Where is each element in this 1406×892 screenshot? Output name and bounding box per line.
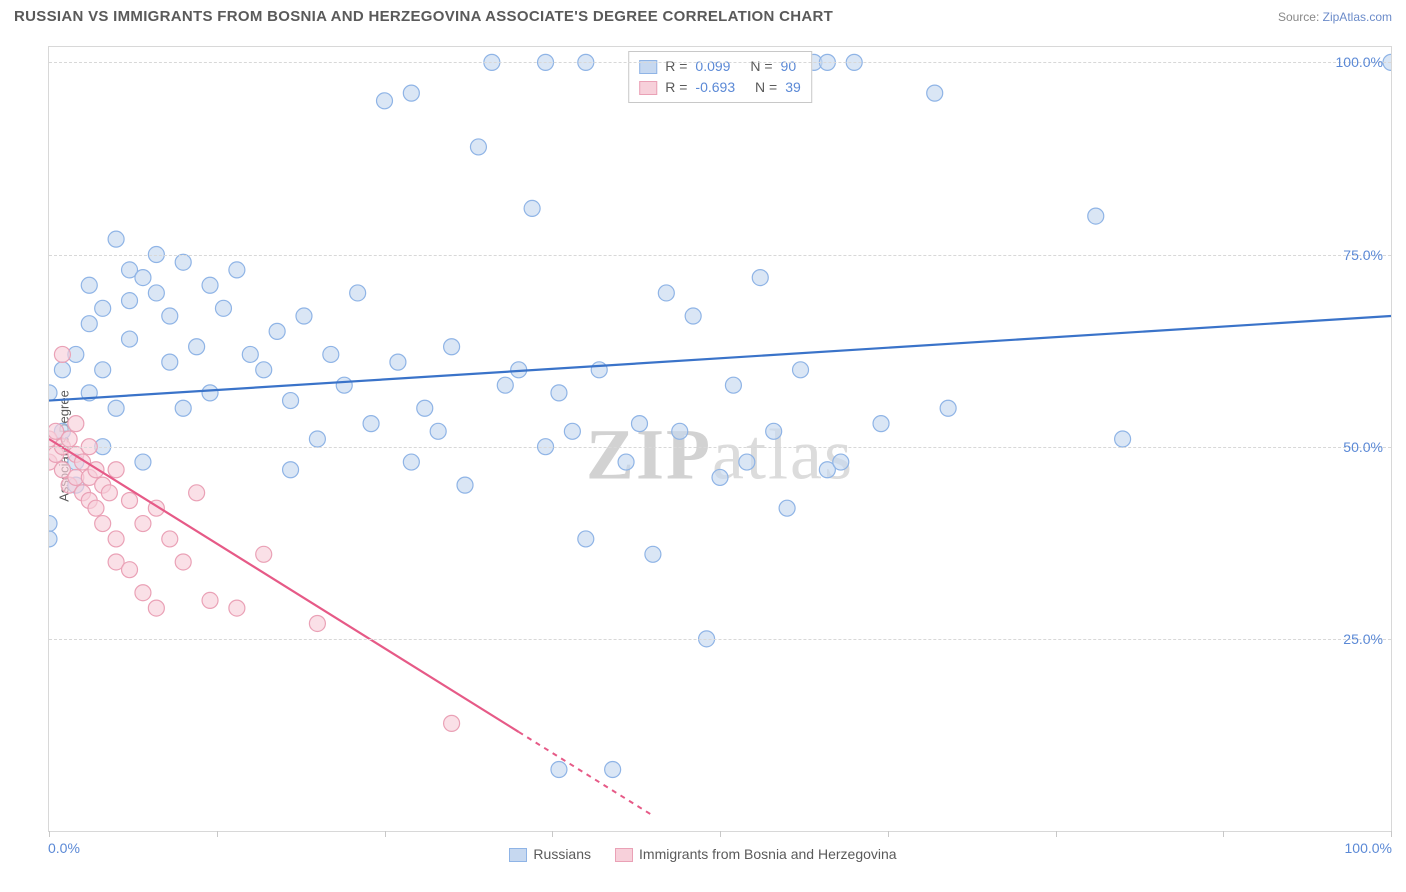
legend-label: Russians — [533, 846, 591, 862]
stats-legend: R = 0.099 N = 90 R = -0.693 N = 39 — [628, 51, 812, 103]
n-value: 90 — [781, 56, 797, 77]
y-tick-label: 100.0% — [1336, 54, 1383, 70]
y-tick-label: 25.0% — [1343, 631, 1383, 647]
swatch-bosnia — [639, 81, 657, 95]
y-tick-label: 75.0% — [1343, 247, 1383, 263]
r-value: -0.693 — [695, 77, 735, 98]
n-label: N = — [755, 77, 777, 98]
legend-swatch-russians — [509, 848, 527, 862]
n-label: N = — [750, 56, 772, 77]
r-label: R = — [665, 77, 687, 98]
source-attribution: Source: ZipAtlas.com — [1278, 10, 1392, 24]
r-label: R = — [665, 56, 687, 77]
plot-area: ZIPatlas R = 0.099 N = 90 R = -0.693 N =… — [48, 46, 1392, 832]
legend-swatch-bosnia — [615, 848, 633, 862]
legend-item-bosnia: Immigrants from Bosnia and Herzegovina — [615, 846, 897, 862]
chart-svg — [49, 47, 1391, 831]
y-tick-label: 50.0% — [1343, 439, 1383, 455]
stats-row-russians: R = 0.099 N = 90 — [639, 56, 801, 77]
title-bar: RUSSIAN VS IMMIGRANTS FROM BOSNIA AND HE… — [0, 0, 1406, 33]
legend-item-russians: Russians — [509, 846, 591, 862]
source-prefix: Source: — [1278, 10, 1323, 24]
chart-title: RUSSIAN VS IMMIGRANTS FROM BOSNIA AND HE… — [14, 8, 833, 25]
legend-bottom: Russians Immigrants from Bosnia and Herz… — [0, 846, 1406, 862]
stats-row-bosnia: R = -0.693 N = 39 — [639, 77, 801, 98]
legend-label: Immigrants from Bosnia and Herzegovina — [639, 846, 897, 862]
r-value: 0.099 — [695, 56, 730, 77]
source-link[interactable]: ZipAtlas.com — [1323, 10, 1392, 24]
n-value: 39 — [785, 77, 801, 98]
